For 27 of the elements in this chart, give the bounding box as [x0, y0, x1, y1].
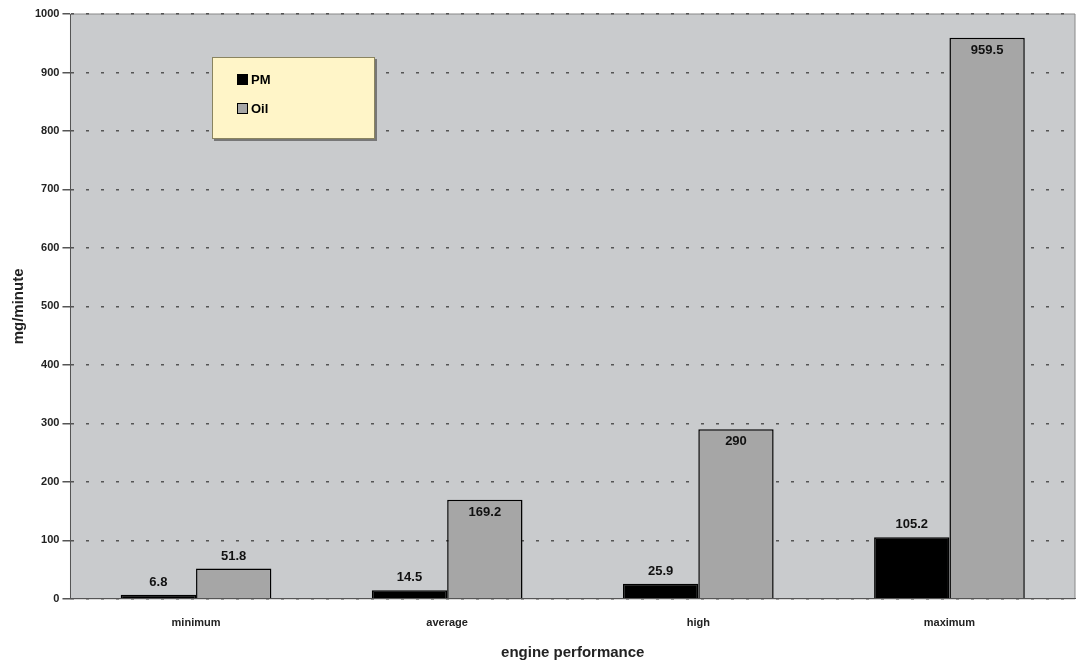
x-tick-label: maximum [923, 616, 976, 629]
x-tick-label: high [686, 616, 711, 629]
y-tick-label: 0 [53, 591, 60, 604]
y-tick-label: 300 [41, 416, 60, 429]
x-tick-label: minimum [171, 616, 221, 629]
legend-label: PM [251, 72, 271, 87]
data-label: 169.2 [468, 503, 502, 519]
y-tick-label: 600 [41, 240, 60, 253]
y-tick-label: 900 [41, 65, 60, 78]
y-axis-title: mg/minute [9, 268, 27, 345]
y-tick-label: 700 [41, 182, 60, 195]
y-tick-label: 500 [41, 299, 60, 312]
y-tick-label: 100 [41, 533, 60, 546]
x-axis-title: engine performance [501, 643, 645, 661]
y-tick-label: 800 [41, 123, 60, 136]
x-tick-label: average [426, 616, 468, 629]
data-label: 105.2 [895, 516, 929, 532]
data-label: 51.8 [221, 547, 247, 563]
data-label: 290 [725, 433, 747, 449]
y-tick-label: 1000 [34, 7, 60, 20]
y-tick-label: 200 [41, 474, 60, 487]
data-label: 14.5 [396, 569, 423, 585]
data-label: 25.9 [647, 562, 674, 578]
legend-label: Oil [251, 101, 269, 116]
data-label: 959.5 [970, 41, 1004, 57]
y-tick-label: 400 [41, 357, 60, 370]
data-label: 6.8 [149, 573, 168, 589]
